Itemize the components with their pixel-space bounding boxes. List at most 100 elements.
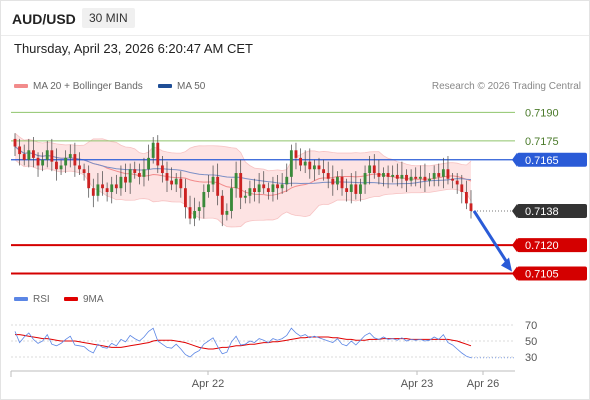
bollinger-lower-line	[14, 159, 472, 228]
rsi-swatch	[14, 297, 28, 302]
candle-body	[331, 178, 335, 185]
candle-body	[160, 165, 164, 174]
candle-body	[124, 176, 127, 183]
candle-body	[50, 150, 54, 162]
rsi-tick-label: 50	[525, 336, 537, 348]
support-level-0.7105-tag	[517, 266, 587, 281]
candle-body	[55, 161, 58, 170]
candle-body	[202, 192, 206, 208]
candle-body	[262, 184, 266, 189]
candle-body	[372, 165, 376, 174]
legend-ma20: MA 20 + Bollinger Bands	[14, 81, 143, 92]
candle-body	[156, 142, 160, 166]
candle-body	[377, 173, 381, 177]
support-level-0.7120-tag	[517, 238, 587, 253]
rsi-tick-label: 30	[525, 352, 537, 364]
candle-body	[220, 195, 224, 215]
candle-body	[128, 169, 132, 183]
candle-body	[114, 184, 118, 189]
candle-body	[133, 169, 137, 174]
candle-body	[147, 157, 151, 170]
candle-body	[322, 169, 326, 174]
ma9-label: 9MA	[83, 294, 104, 305]
candle-body	[230, 188, 233, 211]
candle-body	[183, 188, 187, 208]
rsi-tick-label: 70	[525, 320, 537, 332]
candle-body	[386, 173, 390, 177]
candle-body	[243, 195, 247, 198]
candle-body	[174, 178, 178, 185]
tag-pointer	[512, 238, 517, 253]
candle-body	[308, 161, 312, 170]
candle-body	[179, 178, 183, 189]
candle-body	[451, 178, 455, 181]
candle-body	[188, 207, 192, 219]
candle-body	[31, 150, 35, 158]
candle-body	[193, 210, 197, 219]
rsi-label: RSI	[33, 294, 50, 305]
forecast-arrow-shaft	[472, 210, 511, 267]
candle-body	[363, 173, 367, 185]
candle-body	[345, 188, 349, 192]
last-price-level-0.7138-tag	[517, 203, 587, 218]
tag-pointer	[512, 203, 517, 218]
candle-body	[409, 176, 413, 181]
candle-body	[87, 173, 91, 189]
candle-body	[82, 169, 86, 174]
timeframe-badge[interactable]: 30 MIN	[82, 8, 135, 28]
candle-body	[36, 157, 40, 166]
ma50-line	[14, 146, 472, 185]
candle-body	[441, 169, 445, 177]
header-bar: AUD/USD 30 MIN	[1, 1, 589, 36]
candle-body	[45, 150, 49, 160]
candle-body	[418, 176, 422, 179]
candle-body	[68, 154, 72, 158]
candle-body	[335, 176, 339, 185]
candle-body	[96, 184, 100, 196]
candle-body	[317, 165, 321, 170]
candle-body	[197, 207, 201, 211]
candle-body	[27, 150, 31, 160]
candle-body	[13, 138, 17, 147]
candle-body	[432, 173, 436, 179]
timestamp: Thursday, April 23, 2026 6:20:47 AM CET	[14, 41, 253, 56]
candle-body	[423, 176, 427, 181]
candle-body	[395, 174, 399, 179]
candle-body	[257, 184, 261, 192]
candle-body	[239, 173, 243, 198]
legend-ma50: MA 50	[158, 81, 205, 92]
ma50-swatch	[158, 84, 172, 89]
candle-body	[64, 157, 68, 166]
candle-body	[464, 192, 468, 204]
candle-body	[455, 180, 459, 185]
candle-body	[216, 176, 220, 196]
last-price-level-0.7138-label: 0.7138	[525, 206, 559, 218]
candle-body	[18, 146, 22, 155]
ma50-label: MA 50	[177, 81, 206, 92]
resistance-level-0.7175-label: 0.7175	[525, 136, 559, 148]
candle-body	[248, 188, 252, 196]
candle-body	[405, 174, 408, 181]
candle-body	[170, 180, 174, 185]
candle-body	[59, 165, 63, 170]
candle-body	[280, 184, 284, 189]
candle-body	[22, 154, 26, 160]
ma9-swatch	[64, 297, 78, 302]
x-tick-label: Apr 22	[192, 378, 224, 390]
candle-body	[446, 169, 450, 179]
forecast-arrow-head	[501, 257, 512, 272]
candle-body	[391, 174, 395, 177]
candle-body	[382, 173, 385, 177]
rsi-9ma-line	[15, 334, 472, 350]
candle-body	[294, 150, 298, 158]
bollinger-band	[15, 133, 471, 227]
candle-body	[41, 159, 45, 166]
resistance-level-0.7190-label: 0.7190	[525, 107, 559, 119]
tag-pointer	[512, 266, 517, 281]
candle-body	[119, 176, 123, 189]
candle-body	[234, 173, 238, 189]
x-tick-label: Apr 23	[401, 378, 433, 390]
candle-body	[105, 188, 109, 192]
